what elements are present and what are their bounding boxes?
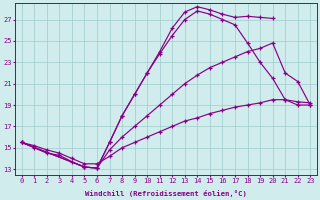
X-axis label: Windchill (Refroidissement éolien,°C): Windchill (Refroidissement éolien,°C) xyxy=(85,190,247,197)
